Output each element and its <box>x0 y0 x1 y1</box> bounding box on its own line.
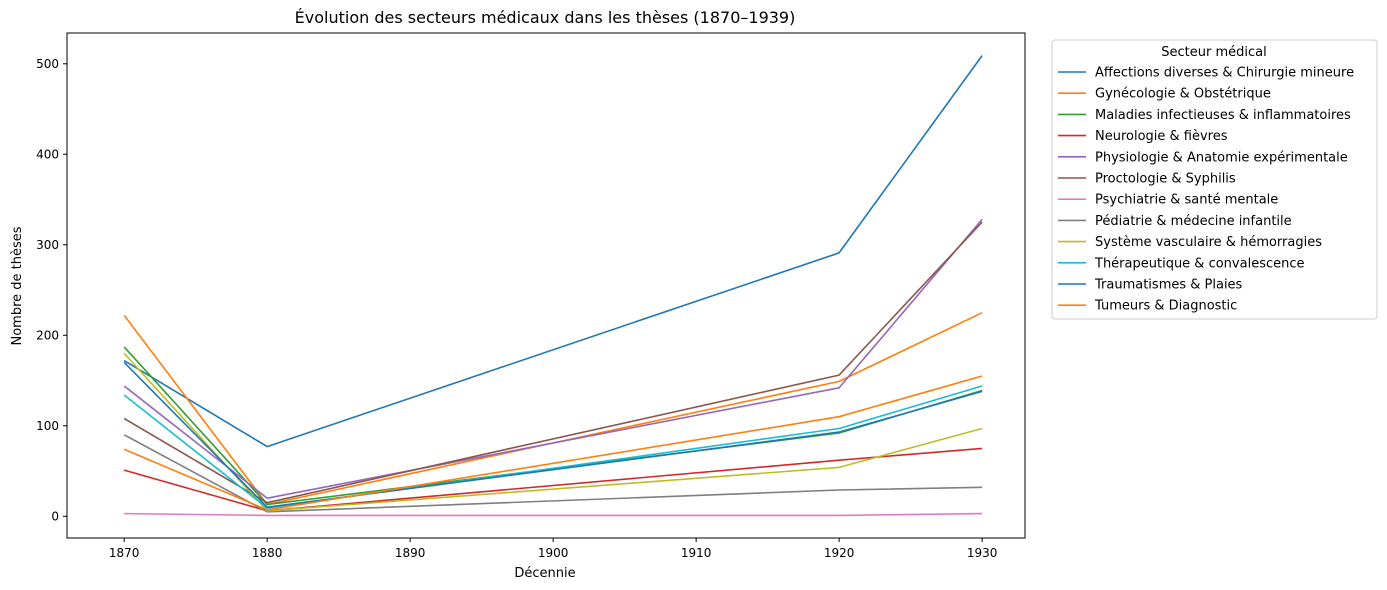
y-tick-label: 200 <box>36 328 59 342</box>
legend-label: Maladies infectieuses & inflammatoires <box>1095 108 1351 123</box>
series-line-proctologie-syphilis <box>123 221 983 504</box>
legend-item: Système vasculaire & hémorragies <box>1058 235 1322 250</box>
legend-label: Système vasculaire & hémorragies <box>1095 235 1322 250</box>
legend-label: Gynécologie & Obstétrique <box>1095 87 1271 102</box>
series-line-affections-diverses-chirurgie-mineure <box>123 55 983 448</box>
series-layer <box>123 55 983 517</box>
x-tick-label: 1910 <box>681 546 712 560</box>
legend-item: Neurologie & fièvres <box>1058 129 1228 144</box>
x-tick-label: 1870 <box>109 546 140 560</box>
series-line-psychiatrie-sante-mentale <box>124 512 983 517</box>
y-tick-label: 500 <box>36 57 59 71</box>
legend-label: Neurologie & fièvres <box>1095 129 1228 144</box>
legend-label: Proctologie & Syphilis <box>1095 172 1236 187</box>
legend-item: Affections diverses & Chirurgie mineure <box>1058 66 1354 81</box>
legend-label: Affections diverses & Chirurgie mineure <box>1095 66 1354 81</box>
x-tick-label: 1880 <box>252 546 283 560</box>
legend-label: Tumeurs & Diagnostic <box>1094 299 1237 314</box>
legend-item: Pédiatrie & médecine infantile <box>1058 214 1292 229</box>
legend: Secteur médical Affections diverses & Ch… <box>1051 39 1378 320</box>
series-line-tumeurs-diagnostic <box>123 375 983 511</box>
legend-item: Gynécologie & Obstétrique <box>1058 87 1271 102</box>
legend-item: Maladies infectieuses & inflammatoires <box>1058 108 1351 123</box>
series-line-traumatismes-plaies <box>123 361 983 509</box>
y-tick-label: 400 <box>36 147 59 161</box>
legend-item: Psychiatrie & santé mentale <box>1058 193 1278 208</box>
y-axis-label: Nombre de thèses <box>10 226 25 345</box>
y-tick-label: 0 <box>51 509 59 523</box>
series-line-physiologie-anatomie-experimentale <box>123 218 983 500</box>
x-tick-label: 1890 <box>395 546 426 560</box>
x-tick-label: 1900 <box>538 546 569 560</box>
legend-item: Traumatismes & Plaies <box>1058 278 1243 293</box>
y-tick-label: 100 <box>36 419 59 433</box>
x-tick-label: 1920 <box>824 546 855 560</box>
series-line-pediatrie-medecine-infantile <box>123 434 983 513</box>
y-axis: 0 100 200 300 400 500 <box>36 57 67 523</box>
legend-items: Affections diverses & Chirurgie mineure G… <box>1058 66 1354 314</box>
x-tick-label: 1930 <box>967 546 998 560</box>
legend-title: Secteur médical <box>1161 45 1266 60</box>
y-tick-label: 300 <box>36 238 59 252</box>
legend-item: Physiologie & Anatomie expérimentale <box>1058 150 1348 165</box>
legend-label: Physiologie & Anatomie expérimentale <box>1095 150 1348 165</box>
series-line-therapeutique-convalescence <box>123 385 983 509</box>
legend-box <box>1051 39 1378 320</box>
legend-item: Tumeurs & Diagnostic <box>1058 299 1237 314</box>
series-line-neurologie-fievres <box>123 447 983 512</box>
series-line-gynecologie-obstetrique <box>123 311 983 506</box>
legend-label: Psychiatrie & santé mentale <box>1095 193 1278 208</box>
legend-item: Proctologie & Syphilis <box>1058 172 1236 187</box>
series-line-systeme-vasculaire-hemorragies <box>123 352 983 512</box>
chart-title: Évolution des secteurs médicaux dans les… <box>295 8 796 27</box>
legend-label: Traumatismes & Plaies <box>1094 278 1243 293</box>
legend-item: Thérapeutique & convalescence <box>1058 256 1305 271</box>
plot-frame <box>66 32 1026 539</box>
legend-label: Thérapeutique & convalescence <box>1094 256 1305 271</box>
legend-label: Pédiatrie & médecine infantile <box>1095 214 1292 229</box>
x-axis: 1870 1880 1890 1900 1910 1920 1930 <box>109 538 997 560</box>
x-axis-label: Décennie <box>514 566 575 581</box>
